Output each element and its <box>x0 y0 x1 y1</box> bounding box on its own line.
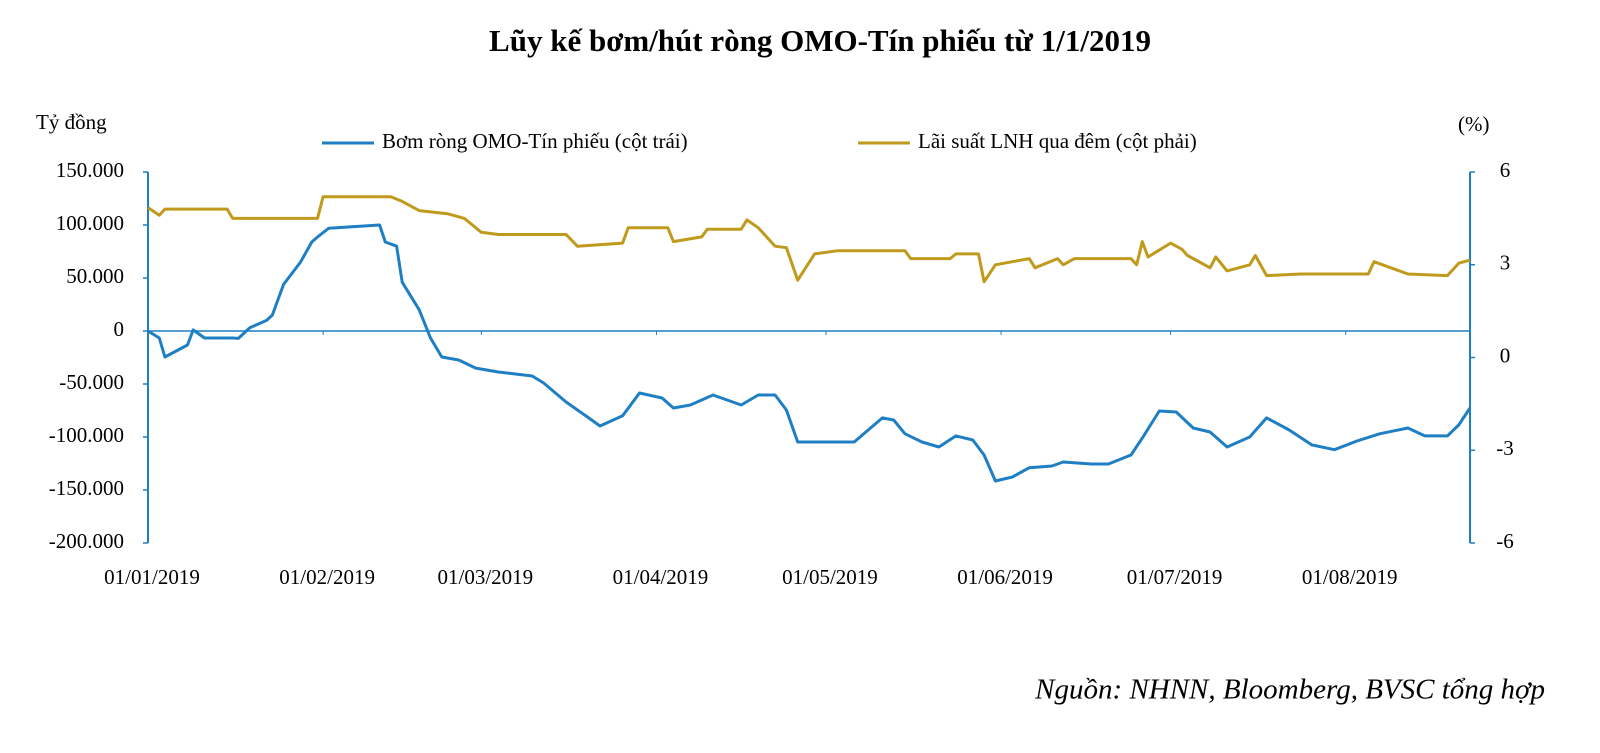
y2-tick-label: -6 <box>1496 529 1514 553</box>
x-tick-label: 01/01/2019 <box>104 565 200 589</box>
x-tick-label: 01/07/2019 <box>1127 565 1223 589</box>
y-tick-label: 150.000 <box>56 158 124 182</box>
y-tick-label: -50.000 <box>59 370 124 394</box>
legend-label: Lãi suất LNH qua đêm (cột phải) <box>918 129 1197 153</box>
x-tick-label: 01/02/2019 <box>279 565 375 589</box>
y2-axis-label: (%) <box>1458 112 1489 136</box>
y-tick-label: 0 <box>114 317 125 341</box>
series-line <box>147 195 1471 284</box>
source-note: Nguồn: NHNN, Bloomberg, BVSC tổng hợp <box>1034 674 1545 706</box>
y-tick-label: -200.000 <box>49 529 124 553</box>
legend-label: Bơm ròng OMO-Tín phiếu (cột trái) <box>382 129 688 153</box>
y-axis-label: Tỷ đồng <box>36 110 107 134</box>
chart-title: Lũy kế bơm/hút ròng OMO-Tín phiếu từ 1/1… <box>489 23 1151 58</box>
y-tick-label: -100.000 <box>49 423 124 447</box>
y-tick-label: 100.000 <box>56 211 124 235</box>
y2-tick-label: 3 <box>1500 251 1511 275</box>
x-tick-label: 01/04/2019 <box>613 565 709 589</box>
x-tick-label: 01/05/2019 <box>782 565 878 589</box>
x-tick-label: 01/03/2019 <box>437 565 533 589</box>
y-tick-label: -150.000 <box>49 476 124 500</box>
x-tick-label: 01/06/2019 <box>957 565 1053 589</box>
y2-tick-label: -3 <box>1496 436 1514 460</box>
y2-tick-label: 0 <box>1500 343 1511 367</box>
y-tick-label: 50.000 <box>66 264 124 288</box>
series-line <box>147 223 1472 483</box>
x-tick-label: 01/08/2019 <box>1302 565 1398 589</box>
y2-tick-label: 6 <box>1500 158 1511 182</box>
